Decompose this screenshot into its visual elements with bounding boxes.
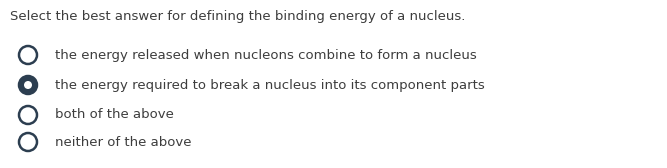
Text: the energy required to break a nucleus into its component parts: the energy required to break a nucleus i… (55, 78, 485, 92)
Text: both of the above: both of the above (55, 109, 174, 121)
Circle shape (19, 76, 37, 94)
Text: Select the best answer for defining the binding energy of a nucleus.: Select the best answer for defining the … (10, 10, 466, 23)
Circle shape (19, 46, 37, 64)
Text: the energy released when nucleons combine to form a nucleus: the energy released when nucleons combin… (55, 49, 477, 61)
Circle shape (19, 106, 37, 124)
Text: neither of the above: neither of the above (55, 136, 191, 149)
Circle shape (24, 81, 32, 89)
Circle shape (19, 133, 37, 151)
